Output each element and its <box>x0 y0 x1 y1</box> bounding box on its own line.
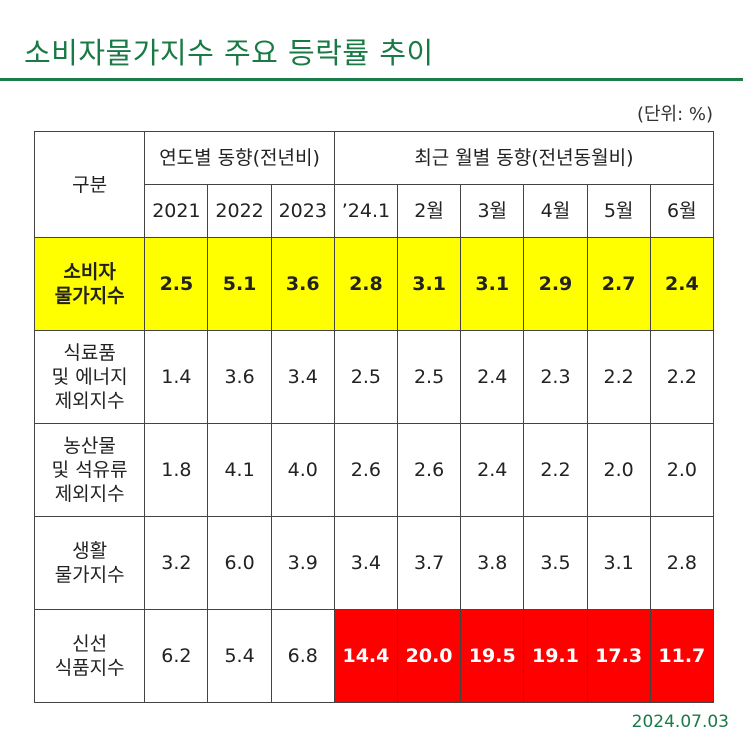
table-cell: 3.5 <box>523 516 588 610</box>
table-cell: 3.7 <box>396 516 462 610</box>
table-cell: 3.6 <box>270 237 335 331</box>
table-cell: 2.6 <box>333 423 399 517</box>
header-category: 구분 <box>33 131 146 238</box>
table-row: 농산물 및 석유류 제외지수 1.8 4.1 4.0 2.6 2.6 2.4 2.2… <box>33 423 715 517</box>
column-header: ’24.1 <box>333 184 399 238</box>
table-cell: 3.1 <box>460 237 525 331</box>
table-cell: 2.4 <box>460 423 525 517</box>
table-cell: 2.2 <box>586 330 651 424</box>
table-cell: 2.5 <box>144 237 209 331</box>
table-cell: 2.5 <box>333 330 399 424</box>
table-cell-highlight: 19.1 <box>523 609 588 703</box>
table-cell: 2.2 <box>523 423 588 517</box>
table-cell: 2.4 <box>649 237 715 331</box>
table-cell-highlight: 20.0 <box>396 609 462 703</box>
table-cell: 4.1 <box>207 423 272 517</box>
row-label: 소비자 물가지수 <box>33 237 146 331</box>
header-annual-group: 연도별 동향(전년비) <box>144 131 335 185</box>
table-cell: 3.4 <box>333 516 399 610</box>
column-header: 2022 <box>207 184 272 238</box>
table-cell: 3.1 <box>396 237 462 331</box>
table-cell-highlight: 19.5 <box>460 609 525 703</box>
column-header: 2021 <box>144 184 209 238</box>
table-cell: 2.6 <box>396 423 462 517</box>
column-header: 5월 <box>586 184 651 238</box>
column-header: 2023 <box>270 184 335 238</box>
column-header: 4월 <box>523 184 588 238</box>
cpi-table: 구분 연도별 동향(전년비) 최근 월별 동향(전년동월비) 2021 2022… <box>33 131 715 703</box>
table-cell: 2.8 <box>333 237 399 331</box>
table-cell: 3.9 <box>270 516 335 610</box>
table-cell: 1.4 <box>144 330 209 424</box>
table-row: 신선 식품지수 6.2 5.4 6.8 14.4 20.0 19.5 19.1 1… <box>33 609 715 703</box>
column-header: 2월 <box>396 184 462 238</box>
page-title: 소비자물가지수 주요 등락률 추이 <box>24 36 434 70</box>
table-cell: 3.2 <box>144 516 209 610</box>
row-label: 생활 물가지수 <box>33 516 146 610</box>
table-cell: 2.5 <box>396 330 462 424</box>
table-cell: 3.4 <box>270 330 335 424</box>
table-cell: 5.1 <box>207 237 272 331</box>
title-divider <box>0 78 743 81</box>
row-label: 식료품 및 에너지 제외지수 <box>33 330 146 424</box>
unit-label: (단위: %) <box>636 104 713 125</box>
publish-date: 2024.07.03 <box>631 712 729 732</box>
header-monthly-group: 최근 월별 동향(전년동월비) <box>333 131 715 185</box>
column-header: 3월 <box>460 184 525 238</box>
table-row: 소비자 물가지수 2.5 5.1 3.6 2.8 3.1 3.1 2.9 2.7 … <box>33 237 715 331</box>
table-cell: 2.9 <box>523 237 588 331</box>
table-cell: 2.2 <box>649 330 715 424</box>
table-cell: 2.8 <box>649 516 715 610</box>
table-cell-highlight: 14.4 <box>333 609 399 703</box>
table-cell-highlight: 17.3 <box>586 609 651 703</box>
table-cell-highlight: 11.7 <box>649 609 715 703</box>
table-cell: 2.7 <box>586 237 651 331</box>
table-cell: 5.4 <box>207 609 272 703</box>
table-cell: 3.1 <box>586 516 651 610</box>
table-cell: 3.8 <box>460 516 525 610</box>
table-row: 생활 물가지수 3.2 6.0 3.9 3.4 3.7 3.8 3.5 3.1 2… <box>33 516 715 610</box>
column-header: 6월 <box>649 184 715 238</box>
table-cell: 6.8 <box>270 609 335 703</box>
row-label: 신선 식품지수 <box>33 609 146 703</box>
table-row: 식료품 및 에너지 제외지수 1.4 3.6 3.4 2.5 2.5 2.4 2.3… <box>33 330 715 424</box>
table-cell: 4.0 <box>270 423 335 517</box>
table-cell: 2.3 <box>523 330 588 424</box>
table-cell: 2.4 <box>460 330 525 424</box>
table-cell: 3.6 <box>207 330 272 424</box>
table-cell: 1.8 <box>144 423 209 517</box>
table-cell: 2.0 <box>586 423 651 517</box>
table-cell: 6.2 <box>144 609 209 703</box>
row-label: 농산물 및 석유류 제외지수 <box>33 423 146 517</box>
table-cell: 6.0 <box>207 516 272 610</box>
table-cell: 2.0 <box>649 423 715 517</box>
